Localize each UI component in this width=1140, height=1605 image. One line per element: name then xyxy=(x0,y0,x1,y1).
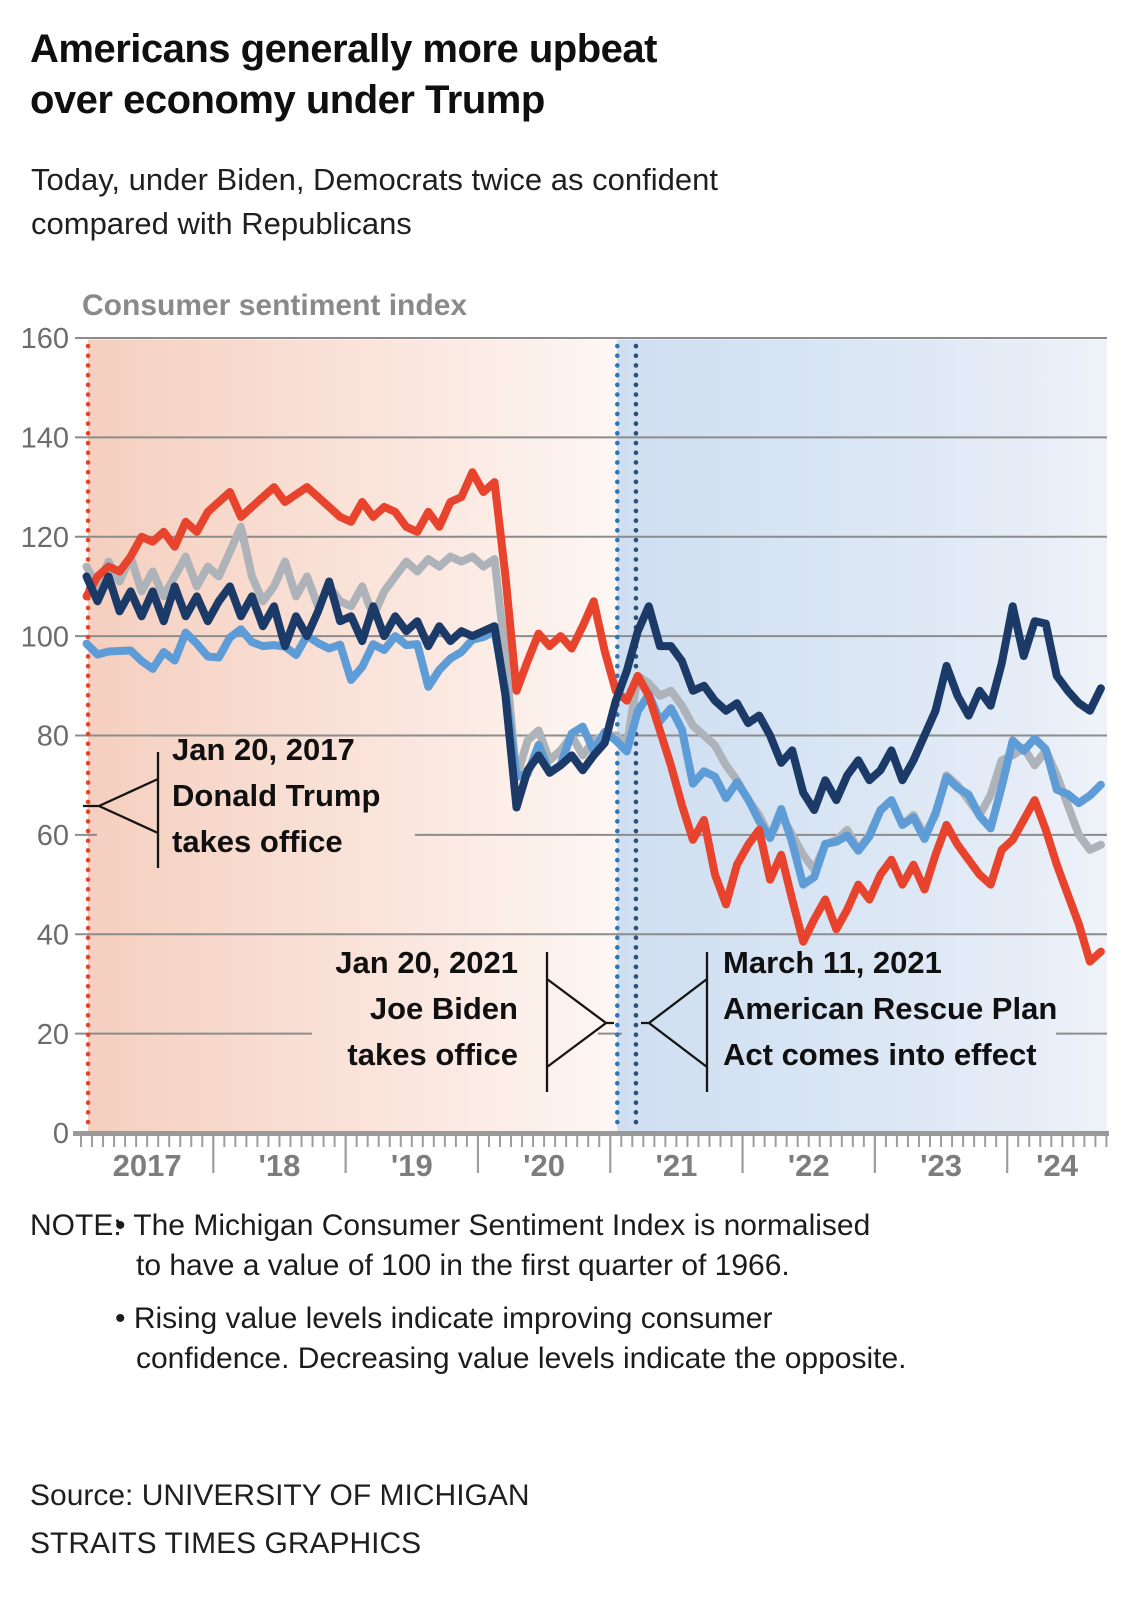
note-bullets: • The Michigan Consumer Sentiment Index … xyxy=(115,1206,906,1392)
note-block: NOTE: • The Michigan Consumer Sentiment … xyxy=(30,1206,906,1392)
x-axis-year-label: '20 xyxy=(523,1148,565,1183)
title-line-2: over economy under Trump xyxy=(30,78,545,122)
annotation-line: Jan 20, 2017 xyxy=(172,732,355,767)
x-axis-year-label: 2017 xyxy=(113,1148,182,1183)
y-axis-label-140: 140 xyxy=(21,423,69,455)
trump-takes-office-annotation: Jan 20, 2017 Donald Trump takes office xyxy=(172,727,472,865)
page-subtitle: Today, under Biden, Democrats twice as c… xyxy=(31,158,718,246)
y-axis-label-0: 0 xyxy=(53,1118,69,1150)
data-series-lines xyxy=(82,468,1105,966)
source-block: Source: UNIVERSITY OF MICHIGAN STRAITS T… xyxy=(30,1472,530,1568)
annotation-line: Donald Trump xyxy=(172,778,381,813)
biden-takes-office-annotation: Jan 20, 2021 Joe Biden takes office xyxy=(218,940,518,1078)
biden-annotation-bracket xyxy=(545,952,614,1092)
chart-axis-title: Consumer sentiment index xyxy=(82,289,468,322)
annotation-line: American Rescue Plan xyxy=(723,991,1058,1026)
annotation-line: Act comes into effect xyxy=(723,1037,1037,1072)
subtitle-line-2: compared with Republicans xyxy=(31,206,412,241)
y-axis-label-80: 80 xyxy=(37,721,69,753)
note-bullet-2: • Rising value levels indicate improving… xyxy=(115,1299,906,1379)
note-bullet-1: • The Michigan Consumer Sentiment Index … xyxy=(115,1206,906,1286)
note-label: NOTE: xyxy=(30,1209,122,1242)
x-axis-year-label: '18 xyxy=(259,1148,301,1183)
page-title: Americans generally more upbeat over eco… xyxy=(30,24,657,126)
annotation-line: takes office xyxy=(172,824,343,859)
red-line xyxy=(82,468,1105,966)
subtitle-line-1: Today, under Biden, Democrats twice as c… xyxy=(31,162,718,197)
x-axis-year-label: '21 xyxy=(655,1148,697,1183)
y-axis-label-120: 120 xyxy=(21,522,69,554)
y-axis-label-60: 60 xyxy=(37,820,69,852)
note-bullet-2-line-2: confidence. Decreasing value levels indi… xyxy=(136,1342,907,1375)
title-line-1: Americans generally more upbeat xyxy=(30,27,657,71)
annotation-line: Joe Biden xyxy=(369,991,518,1026)
x-axis-year-label: '24 xyxy=(1036,1148,1079,1183)
x-axis-year-label: '23 xyxy=(920,1148,962,1183)
y-axis-label-20: 20 xyxy=(37,1019,69,1051)
note-bullet-1-line-1: • The Michigan Consumer Sentiment Index … xyxy=(115,1209,871,1242)
annotation-line: Jan 20, 2021 xyxy=(335,945,518,980)
annotation-line: takes office xyxy=(347,1037,518,1072)
y-axis-label-100: 100 xyxy=(21,621,69,653)
note-bullet-2-line-1: • Rising value levels indicate improving… xyxy=(115,1302,773,1335)
annotation-line: March 11, 2021 xyxy=(723,945,942,980)
source-line-1: Source: UNIVERSITY OF MICHIGAN xyxy=(30,1479,530,1512)
annotation-brackets xyxy=(83,752,709,1092)
x-axis-year-label: '22 xyxy=(788,1148,830,1183)
rescue-plan-annotation: March 11, 2021 American Rescue Plan Act co… xyxy=(723,940,1103,1078)
y-axis-label-40: 40 xyxy=(37,919,69,951)
source-line-2: STRAITS TIMES GRAPHICS xyxy=(30,1527,422,1560)
x-axis-year-label: '19 xyxy=(391,1148,433,1183)
rescue-plan-annotation-bracket xyxy=(641,952,709,1092)
trump-annotation-bracket xyxy=(83,752,160,868)
navy-line xyxy=(82,572,1105,814)
note-bullet-1-line-2: to have a value of 100 in the first quar… xyxy=(136,1249,790,1282)
axes: 2017 '18 '19 '20 '21 '22 '23 '24 xyxy=(73,1131,1109,1183)
event-dotted-lines xyxy=(85,343,639,1131)
y-axis-label-160: 160 xyxy=(21,323,69,355)
